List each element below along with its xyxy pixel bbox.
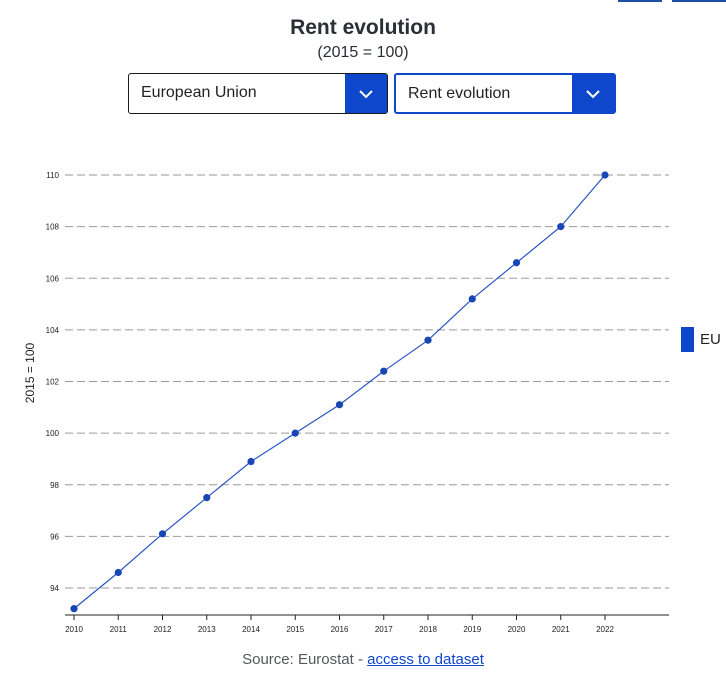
y-tick-label: 100 [46, 429, 60, 438]
x-tick-label: 2016 [331, 625, 349, 634]
x-tick-label: 2021 [552, 625, 570, 634]
country-select[interactable]: European Union [128, 73, 388, 114]
data-point[interactable] [601, 171, 609, 179]
data-point[interactable] [114, 568, 122, 577]
indicator-select-value: Rent evolution [408, 85, 511, 102]
y-tick-label: 104 [46, 326, 60, 335]
y-tick-label: 96 [50, 532, 59, 541]
country-select-button[interactable] [345, 74, 387, 113]
source-text: Source: Eurostat - [242, 651, 368, 668]
source-note: Source: Eurostat - access to dataset [0, 651, 726, 668]
data-point[interactable] [380, 367, 388, 375]
data-point[interactable] [203, 494, 211, 502]
top-tabs [606, 0, 726, 3]
series-line-eu [73, 174, 606, 610]
tab-indicator-left[interactable] [618, 0, 662, 2]
x-tick-label: 2010 [65, 625, 83, 634]
data-point[interactable] [424, 336, 432, 344]
y-tick-label: 98 [50, 481, 59, 490]
chevron-down-icon [359, 89, 373, 98]
x-tick-label: 2015 [286, 625, 304, 634]
data-point[interactable] [70, 605, 78, 613]
x-tick-label: 2019 [463, 625, 481, 634]
country-select-value: European Union [141, 84, 257, 101]
y-tick-label: 108 [46, 223, 60, 232]
y-tick-label: 106 [46, 274, 60, 283]
x-tick-label: 2017 [375, 625, 393, 634]
x-tick-label: 2011 [110, 625, 128, 634]
data-point[interactable] [335, 401, 344, 409]
data-point[interactable] [512, 259, 521, 267]
y-tick-label: 102 [46, 378, 60, 387]
x-tick-label: 2012 [154, 625, 172, 634]
x-tick-label: 2022 [596, 625, 614, 634]
data-point[interactable] [247, 457, 255, 466]
indicator-select[interactable]: Rent evolution [394, 73, 616, 114]
data-point[interactable] [158, 530, 167, 538]
x-tick-label: 2014 [242, 625, 260, 634]
data-point[interactable] [468, 295, 476, 303]
x-tick-label: 2013 [198, 625, 216, 634]
y-tick-label: 94 [50, 584, 59, 593]
x-tick-label: 2020 [508, 625, 526, 634]
y-axis-label: 2015 = 100 [23, 342, 37, 403]
legend-label-eu[interactable]: EU [700, 331, 721, 348]
chevron-down-icon [586, 89, 600, 98]
tab-indicator-right[interactable] [672, 0, 726, 2]
y-tick-label: 110 [46, 171, 59, 180]
data-point[interactable] [291, 429, 299, 437]
chart-subtitle: (2015 = 100) [317, 44, 409, 61]
chart-title: Rent evolution [290, 16, 436, 39]
data-point[interactable] [557, 223, 565, 231]
x-tick-label: 2018 [419, 625, 437, 634]
access-dataset-link[interactable]: access to dataset [367, 651, 484, 668]
legend-swatch-eu[interactable] [681, 327, 694, 352]
indicator-select-button[interactable] [572, 75, 614, 112]
